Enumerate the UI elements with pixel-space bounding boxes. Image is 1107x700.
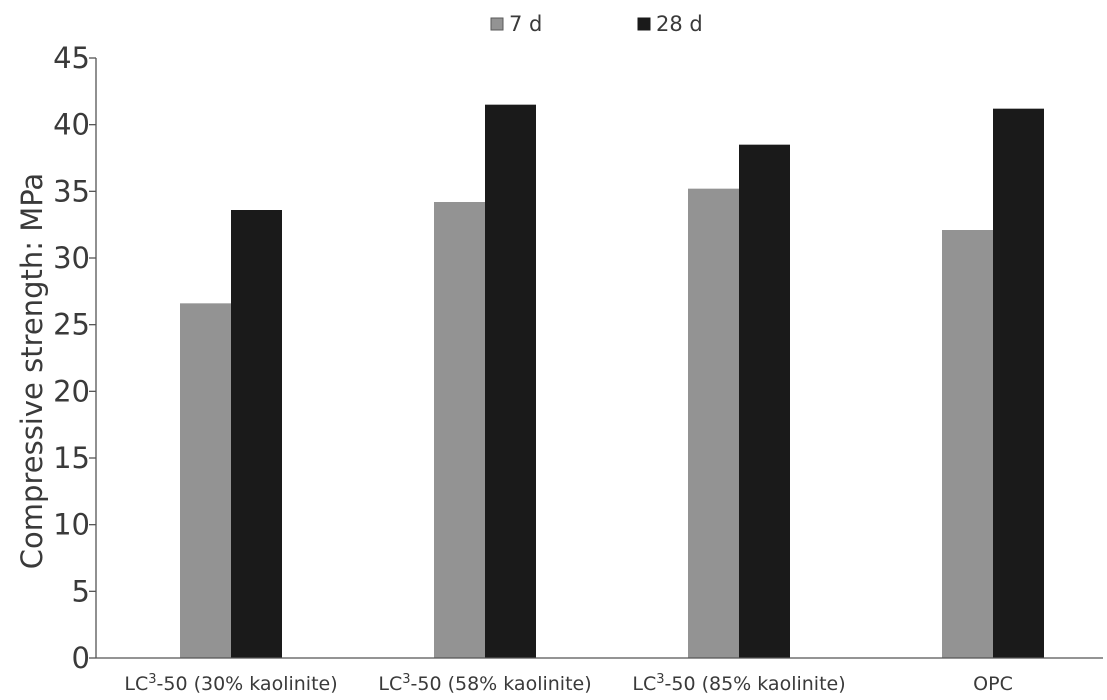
y-tick-label: 35 [53,174,90,208]
y-axis-ticks: 0 5 10 15 20 25 30 35 40 45 [53,41,96,675]
bar-28d-4 [993,108,1044,658]
legend-label: 7 d [509,12,542,36]
y-tick-label: 45 [53,41,90,75]
bar-7d-1 [180,303,231,658]
legend-label: 28 d [656,12,703,36]
x-category-label: OPC [973,673,1013,695]
y-axis-title: Compressive strength: MPa [15,173,49,569]
x-axis-labels: LC3-50 (30% kaolinite) LC3-50 (58% kaolin… [124,672,1012,695]
x-category-label: LC3-50 (58% kaolinite) [378,672,591,695]
y-tick-label: 5 [72,574,90,608]
bar-28d-3 [739,144,790,658]
legend: 7 d 28 d [490,12,703,36]
legend-swatch [490,17,504,31]
y-tick-label: 30 [53,241,90,275]
bar-7d-4 [942,230,993,658]
y-tick-label: 0 [72,641,90,675]
axes [95,58,1103,659]
bar-28d-2 [485,104,536,658]
x-category-label: LC3-50 (85% kaolinite) [632,672,845,695]
bar-7d-2 [434,202,485,658]
bar-28d-1 [231,210,282,658]
y-tick-label: 15 [53,441,90,475]
y-tick-label: 25 [53,308,90,342]
legend-swatch [637,17,651,31]
bar-7d-3 [688,188,739,658]
y-tick-label: 20 [53,374,90,408]
y-tick-label: 40 [53,108,90,142]
y-tick-label: 10 [53,508,90,542]
bars [180,104,1044,658]
x-category-label: LC3-50 (30% kaolinite) [124,672,337,695]
